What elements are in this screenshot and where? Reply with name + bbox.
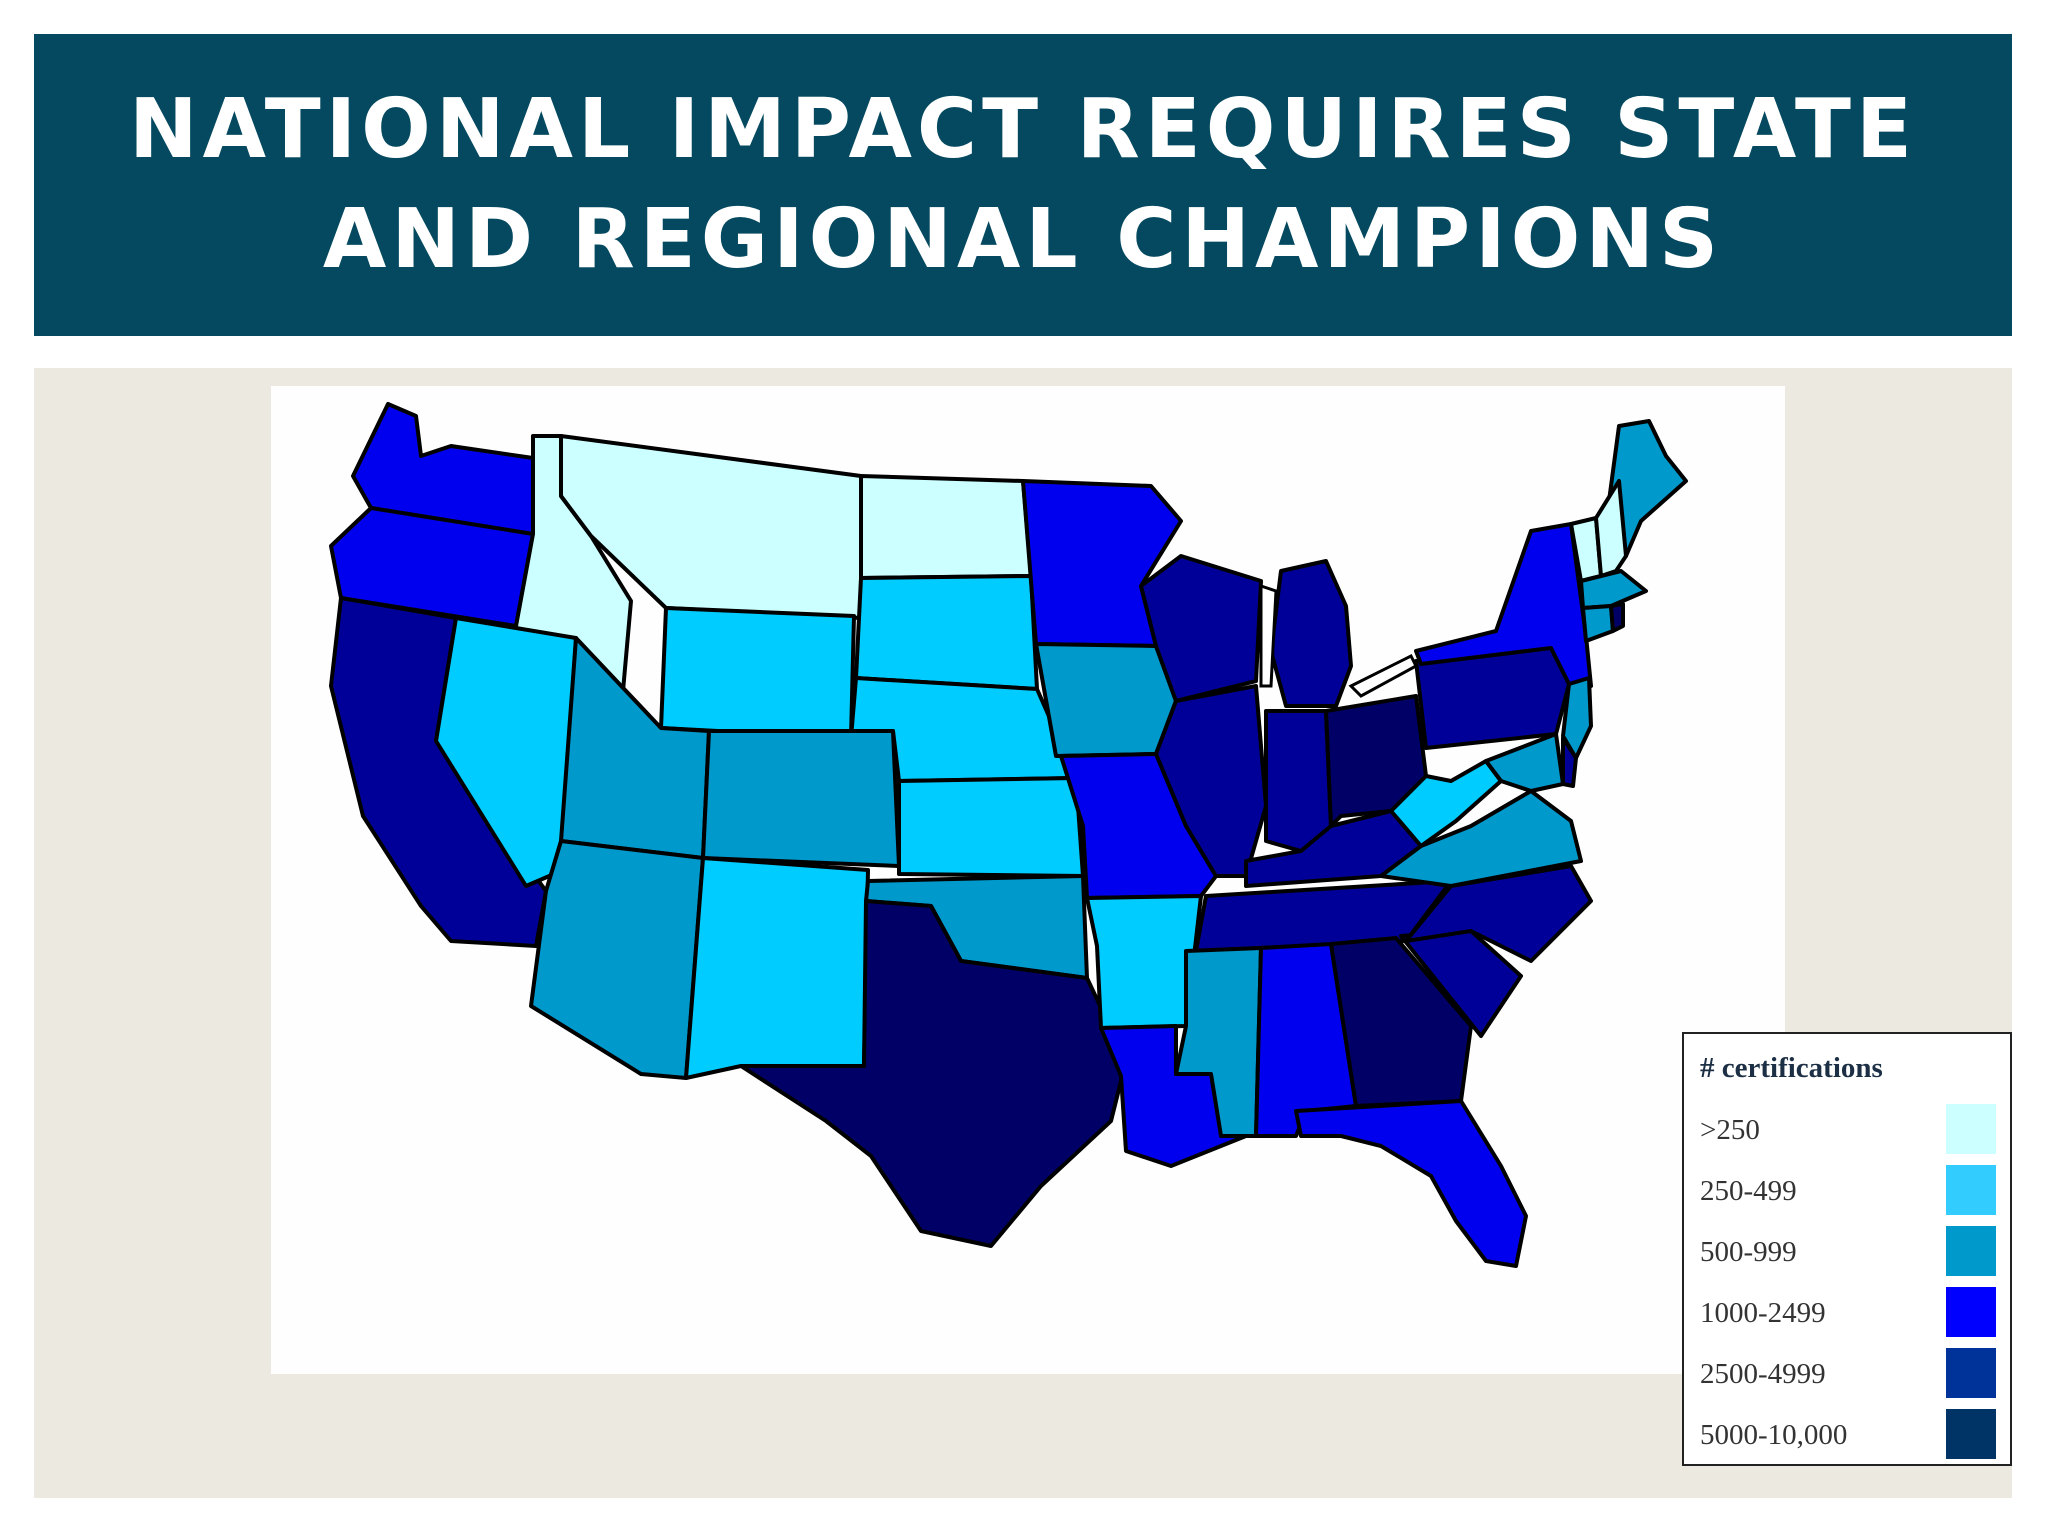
state-NY [1414,522,1593,688]
state-IL [1154,684,1268,878]
legend-item: 250-499 [1700,1165,1996,1217]
state-MD [1484,732,1565,793]
state-TX [739,899,1128,1248]
legend-swatch [1946,1287,1996,1337]
legend-item: 5000-10,000 [1700,1409,1996,1461]
legend-item: 2500-4999 [1700,1348,1996,1400]
legend-label: 250-499 [1700,1175,1797,1207]
state-SD [854,574,1039,691]
legend-swatch [1946,1165,1996,1215]
legend-item: >250 [1700,1104,1996,1156]
slide-title: NATIONAL IMPACT REQUIRES STATE AND REGIO… [129,82,1917,287]
state-MI [1269,559,1353,708]
state-ND [859,474,1033,580]
state-CT [1581,604,1615,643]
us-map-panel [271,386,1785,1374]
content-area: # certifications >250 250-499 500-999 10… [34,368,2012,1498]
state-DE [1561,736,1578,788]
state-AZ [529,839,705,1080]
state-IN [1264,709,1333,853]
legend-swatch [1946,1348,1996,1398]
legend-item: 500-999 [1700,1226,1996,1278]
state-AR [1085,894,1203,1030]
state-NM [684,856,870,1080]
legend-swatch [1946,1226,1996,1276]
state-FL [1294,1099,1528,1268]
state-VA [1379,789,1583,888]
legend-item: 1000-2499 [1700,1287,1996,1339]
title-banner: NATIONAL IMPACT REQUIRES STATE AND REGIO… [34,34,2012,336]
state-IA [1034,642,1178,758]
state-WI [1139,554,1263,703]
state-WY [659,606,856,740]
state-NJ [1561,676,1593,760]
map-legend: # certifications >250 250-499 500-999 10… [1682,1032,2012,1466]
us-map [329,402,1688,1268]
state-MA [1579,569,1648,610]
state-RI [1609,602,1625,633]
lake-erie [1348,653,1418,698]
state-NV [434,616,578,888]
legend-label: >250 [1700,1114,1760,1146]
legend-label: 1000-2499 [1700,1297,1826,1329]
legend-label: 5000-10,000 [1700,1419,1848,1451]
state-KS [897,776,1085,878]
state-NH [1594,479,1628,578]
legend-label: 500-999 [1700,1236,1797,1268]
legend-label: 2500-4999 [1700,1358,1826,1390]
legend-swatch [1946,1104,1996,1154]
legend-title: # certifications [1700,1052,1883,1084]
state-GA [1329,936,1473,1108]
lake-michigan [1259,583,1278,688]
state-CO [701,729,901,868]
legend-swatch [1946,1409,1996,1459]
